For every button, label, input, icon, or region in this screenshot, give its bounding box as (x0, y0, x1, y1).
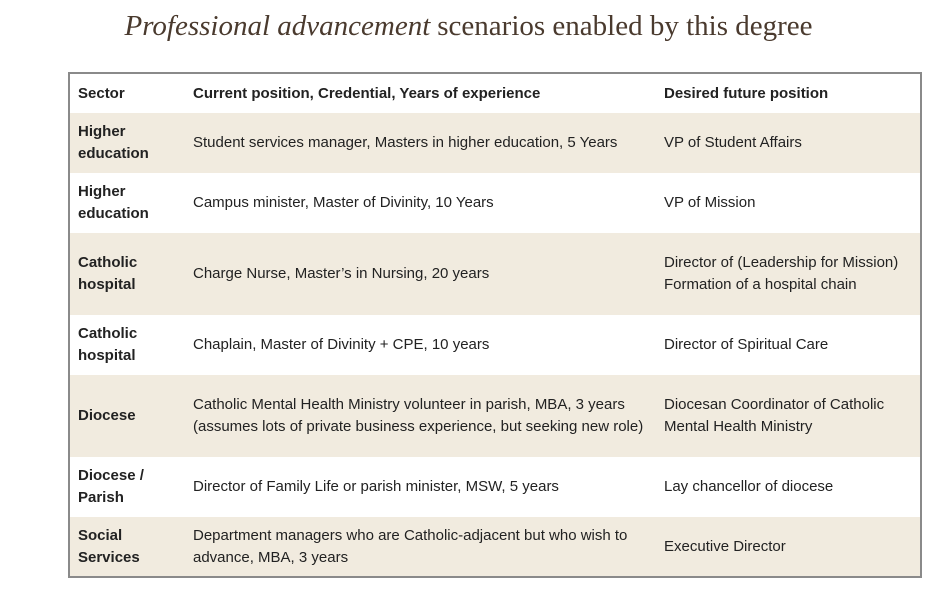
future-cell: Diocesan Coordinator of Catholic Mental … (656, 375, 921, 457)
table-row: Social Services Department managers who a… (69, 517, 921, 577)
scenario-table: Sector Current position, Credential, Year… (68, 72, 922, 578)
sector-cell: Social Services (69, 517, 185, 577)
table-row: Higher education Campus minister, Master … (69, 173, 921, 233)
sector-cell: Higher education (78, 183, 149, 222)
future-cell: VP of Mission (664, 194, 756, 211)
sector-cell: Catholic hospital (78, 325, 138, 364)
current-cell: Chaplain, Master of Divinity + CPE, 10 y… (193, 336, 490, 353)
current-cell: Charge Nurse, Master’s in Nursing, 20 ye… (185, 233, 656, 315)
header-cell: Desired future position (664, 84, 829, 102)
current-cell: Department managers who are Catholic-adj… (185, 517, 656, 577)
current-cell: Director of Family Life or parish minist… (193, 478, 559, 495)
table-row: Catholic hospital Chaplain, Master of Div… (69, 315, 921, 375)
sector-cell: Higher education (69, 113, 185, 173)
current-cell: Campus minister, Master of Divinity, 10 … (193, 194, 494, 211)
future-cell: Director of Spiritual Care (664, 336, 829, 353)
header-row: Sector Current position, Credential, Year… (69, 73, 921, 113)
title-rest: scenarios enabled by this degree (437, 10, 813, 42)
table-body: Higher education Student services manager… (69, 113, 921, 577)
table-row: Higher education Student services manager… (69, 113, 921, 173)
title: Professional advancement scenarios enable… (0, 10, 937, 43)
table-row: Diocese Catholic Mental Health Ministry v… (69, 375, 921, 457)
header-cell: Sector (78, 84, 125, 102)
table-row: Diocese / Parish Director of Family Life … (69, 457, 921, 517)
title-emphasis: Professional advancement (124, 10, 431, 42)
future-cell: Executive Director (656, 517, 921, 577)
future-cell: Director of (Leadership for Mission) For… (656, 233, 921, 315)
sector-cell: Diocese / Parish (78, 467, 144, 506)
sector-cell: Catholic hospital (69, 233, 185, 315)
future-cell: Lay chancellor of diocese (664, 478, 834, 495)
current-cell: Student services manager, Masters in hig… (185, 113, 656, 173)
current-cell: Catholic Mental Health Ministry voluntee… (185, 375, 656, 457)
future-cell: VP of Student Affairs (656, 113, 921, 173)
sector-cell: Diocese (69, 375, 185, 457)
table-row: Catholic hospital Charge Nurse, Master’s … (69, 233, 921, 315)
header-cell: Current position, Credential, Years of e… (193, 84, 541, 102)
